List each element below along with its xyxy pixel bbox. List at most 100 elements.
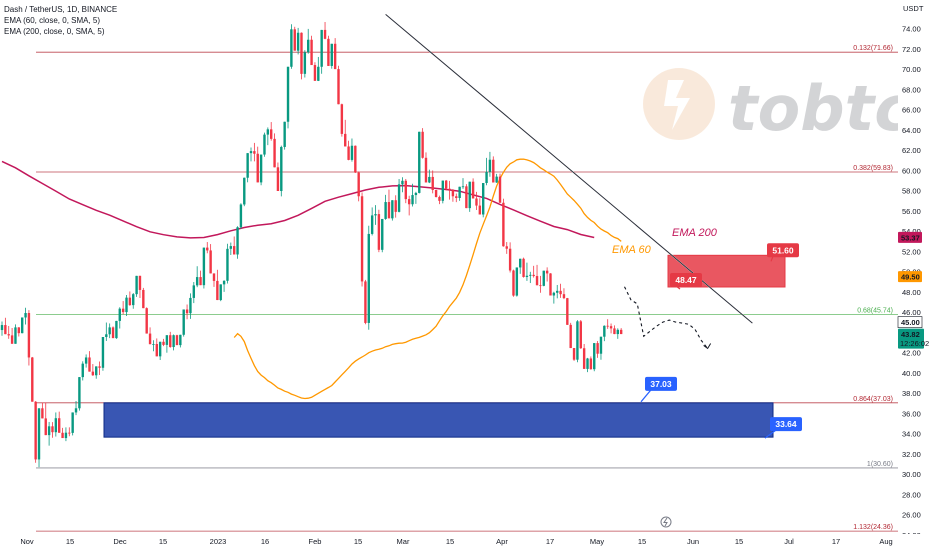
price-axis: USDT 74.00 72.00 70.00 68.00 66.00 64.00 62.00 6… — [897, 0, 932, 550]
candle-body — [14, 327, 17, 344]
candle-body — [613, 328, 616, 335]
candles — [0, 22, 623, 468]
candle-body — [327, 38, 330, 66]
candle-body — [303, 52, 307, 74]
candle-body — [125, 297, 128, 313]
ema200-legend: EMA (200, close, 0, SMA, 5) — [4, 27, 105, 36]
time-tick-label: 16 — [261, 537, 269, 546]
candle-body — [471, 181, 475, 199]
price-axis-unit: USDT — [903, 4, 924, 13]
candle-body — [31, 357, 34, 402]
candle-body — [189, 297, 192, 314]
candle-body — [270, 129, 273, 139]
symbol-title: Dash / TetherUS, 1D, BINANCE — [4, 5, 118, 14]
price-tick-label: 32.00 — [902, 450, 921, 459]
candle-body — [293, 29, 296, 51]
candle-body — [209, 250, 212, 274]
candle-body — [266, 129, 270, 135]
candle-body — [232, 246, 236, 255]
candle-body — [599, 336, 603, 354]
candle-body — [41, 408, 44, 419]
drawings — [385, 13, 753, 350]
price-tick-label: 72.00 — [902, 45, 921, 54]
candle-body — [434, 189, 438, 197]
candle-body — [428, 176, 431, 183]
candle-body — [535, 276, 539, 286]
candle-body — [461, 186, 465, 188]
candle-body — [381, 218, 384, 250]
candle-body — [132, 294, 135, 306]
time-tick-label: 15 — [446, 537, 454, 546]
candle-body — [458, 186, 461, 198]
candle-body — [199, 277, 202, 286]
candle-body — [20, 317, 24, 334]
candle-body — [354, 145, 357, 173]
candle-body — [337, 69, 340, 105]
candle-body — [572, 348, 576, 360]
candle-body — [239, 204, 243, 228]
candle-body — [7, 334, 10, 336]
candle-body — [236, 227, 239, 255]
price-tick-label: 42.00 — [902, 349, 921, 358]
callouts: 51.60 48.47 37.03 33.64 — [640, 243, 802, 439]
candle-body — [296, 32, 300, 51]
candle-body — [532, 274, 535, 277]
zones — [103, 254, 786, 438]
candle-body — [259, 154, 263, 183]
ema200-line — [1, 160, 595, 239]
time-tick-label: Mar — [397, 537, 410, 546]
candle-body — [310, 39, 313, 66]
ema60-line — [233, 158, 622, 400]
price-tick-label: 46.00 — [902, 308, 921, 317]
ema60-label: EMA 60 — [612, 244, 652, 256]
candle-body — [485, 171, 488, 184]
candle-body — [71, 412, 74, 433]
price-tick-label: 48.00 — [902, 288, 921, 297]
candle-body — [121, 308, 125, 313]
projection-arrow-icon — [703, 343, 712, 350]
candle-body — [17, 327, 21, 334]
callout-label: 51.60 — [772, 245, 794, 255]
candle-body — [10, 335, 14, 344]
time-tick-label: 15 — [66, 537, 74, 546]
price-tick-label: 52.00 — [902, 247, 921, 256]
time-tick-label: 15 — [638, 537, 646, 546]
candle-body — [273, 138, 276, 168]
candle-body — [84, 357, 88, 364]
fib-label: 0.132(71.66) — [853, 45, 893, 52]
candle-body — [185, 309, 189, 314]
callout-label: 33.64 — [775, 419, 797, 429]
candle-body — [448, 188, 451, 190]
candle-body — [475, 198, 478, 206]
candle-body — [280, 146, 283, 192]
candle-body — [619, 329, 623, 335]
candle-body — [105, 334, 108, 338]
candle-body — [495, 176, 498, 183]
time-tick-label: 2023 — [210, 537, 227, 546]
candle-body — [357, 172, 360, 197]
candle-body — [360, 196, 364, 282]
candle-body — [317, 66, 320, 81]
candle-body — [370, 215, 374, 234]
candle-body — [455, 196, 458, 198]
candle-body — [609, 326, 613, 329]
candle-body — [286, 66, 290, 122]
candle-body — [340, 104, 344, 134]
candle-body — [344, 133, 347, 147]
candle-countdown: 12:26:02 — [900, 339, 929, 348]
candle-body — [333, 43, 337, 70]
watermark-text: tobtc — [728, 72, 911, 145]
candle-body — [566, 298, 569, 325]
candle-body — [243, 177, 246, 205]
candle-body — [347, 146, 350, 160]
ema60-legend: EMA (60, close, 0, SMA, 5) — [4, 16, 101, 25]
candle-body — [330, 43, 333, 66]
candle-body — [249, 151, 253, 154]
candle-body — [34, 401, 37, 460]
candle-body — [589, 358, 593, 370]
candle-body — [424, 157, 428, 183]
candle-body — [525, 275, 529, 277]
candle-body — [384, 202, 387, 219]
candle-body — [64, 432, 68, 439]
